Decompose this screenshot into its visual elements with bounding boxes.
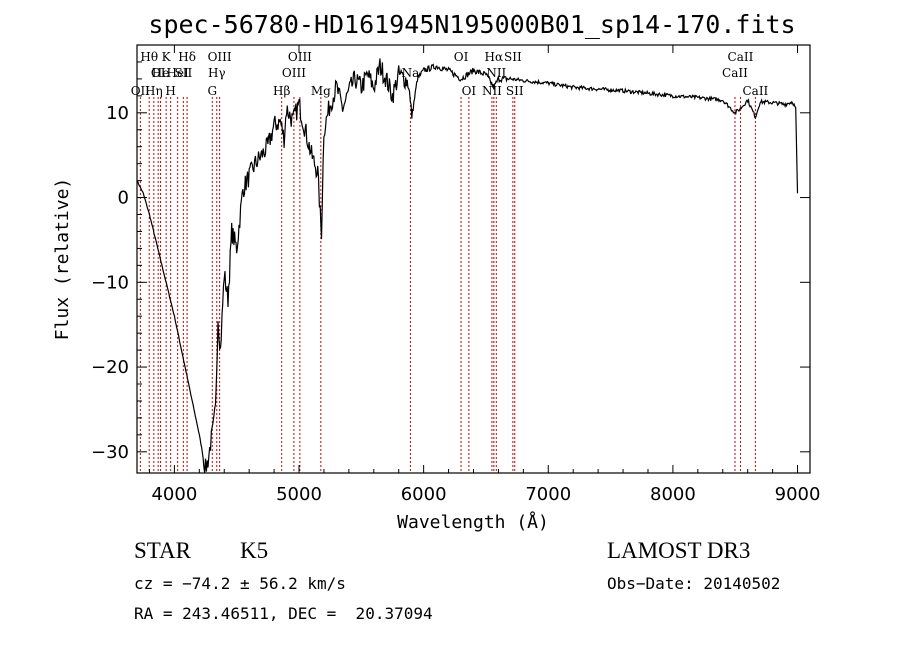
observation-date: Obs−Date: 20140502 (607, 574, 781, 593)
line-label-23: SII (504, 50, 522, 64)
line-label-20: NII (482, 84, 502, 98)
x-axis-label: Wavelength (Å) (397, 511, 549, 533)
line-label-4: He (152, 66, 170, 80)
line-label-26: CaII (728, 50, 754, 64)
line-label-1: Hθ (140, 50, 158, 64)
y-tick-label-2: −10 (91, 272, 129, 293)
line-label-3: OI (151, 66, 166, 80)
line-label-0: OII (131, 84, 151, 98)
line-label-5: K (162, 50, 172, 64)
y-tick-label-3: 0 (118, 188, 129, 209)
spectrum-chart: spec-56780-HD161945N195000B01_sp14-170.f… (52, 10, 821, 533)
object-class: STAR (134, 538, 191, 563)
line-label-8: SII (175, 66, 193, 80)
line-label-27: CaII (742, 84, 768, 98)
x-tick-label-1: 5000 (276, 484, 322, 505)
spectrum-line (136, 58, 799, 474)
x-tick-label-3: 7000 (525, 484, 571, 505)
line-label-14: OIII (282, 66, 306, 80)
line-label-13: Hβ (273, 84, 290, 98)
line-label-10: G (207, 84, 217, 98)
x-tick-label-4: 8000 (650, 484, 696, 505)
survey-name: LAMOST DR3 (607, 538, 751, 563)
plot-frame (136, 44, 811, 474)
redshift-cz: cz = −74.2 ± 56.2 km/s (134, 574, 346, 593)
y-tick-label-1: −20 (91, 357, 129, 378)
y-axis-label: Flux (relative) (52, 178, 73, 341)
x-tick-label-2: 6000 (401, 484, 447, 505)
line-label-18: OI (454, 50, 469, 64)
line-label-19: OI (462, 84, 477, 98)
line-label-21: Hα (485, 50, 504, 64)
line-label-15: OIII (288, 50, 312, 64)
line-label-2: Hη (145, 84, 163, 98)
object-subclass: K5 (240, 538, 269, 563)
y-tick-label-0: −30 (91, 442, 129, 463)
emission-line-markers (139, 97, 756, 473)
line-label-9: Hδ (178, 50, 196, 64)
line-label-16: Mg (311, 84, 331, 98)
line-label-25: CaII (722, 66, 748, 80)
line-label-6: H (165, 84, 175, 98)
y-tick-label-4: 10 (106, 103, 129, 124)
emission-line-labels: OIIHθHηOIHeKHHeISIIHδGHγOIIIHβOIIIOIIIMg… (131, 50, 769, 98)
line-label-17: Na (402, 66, 420, 80)
line-label-24: SII (506, 84, 524, 98)
line-label-7: HeI (166, 66, 189, 80)
x-tick-label-0: 4000 (151, 484, 197, 505)
axis-ticks: 4000 5000 6000 7000 8000 9000 −30 −20 −10 0 10 (91, 44, 821, 505)
line-label-11: Hγ (208, 66, 226, 80)
x-tick-label-5: 9000 (775, 484, 821, 505)
line-label-12: OIII (208, 50, 232, 64)
ra-dec-coordinates: RA = 243.46511, DEC = 20.37094 (134, 604, 433, 623)
chart-title: spec-56780-HD161945N195000B01_sp14-170.f… (148, 10, 795, 39)
line-label-22: NII (486, 66, 506, 80)
